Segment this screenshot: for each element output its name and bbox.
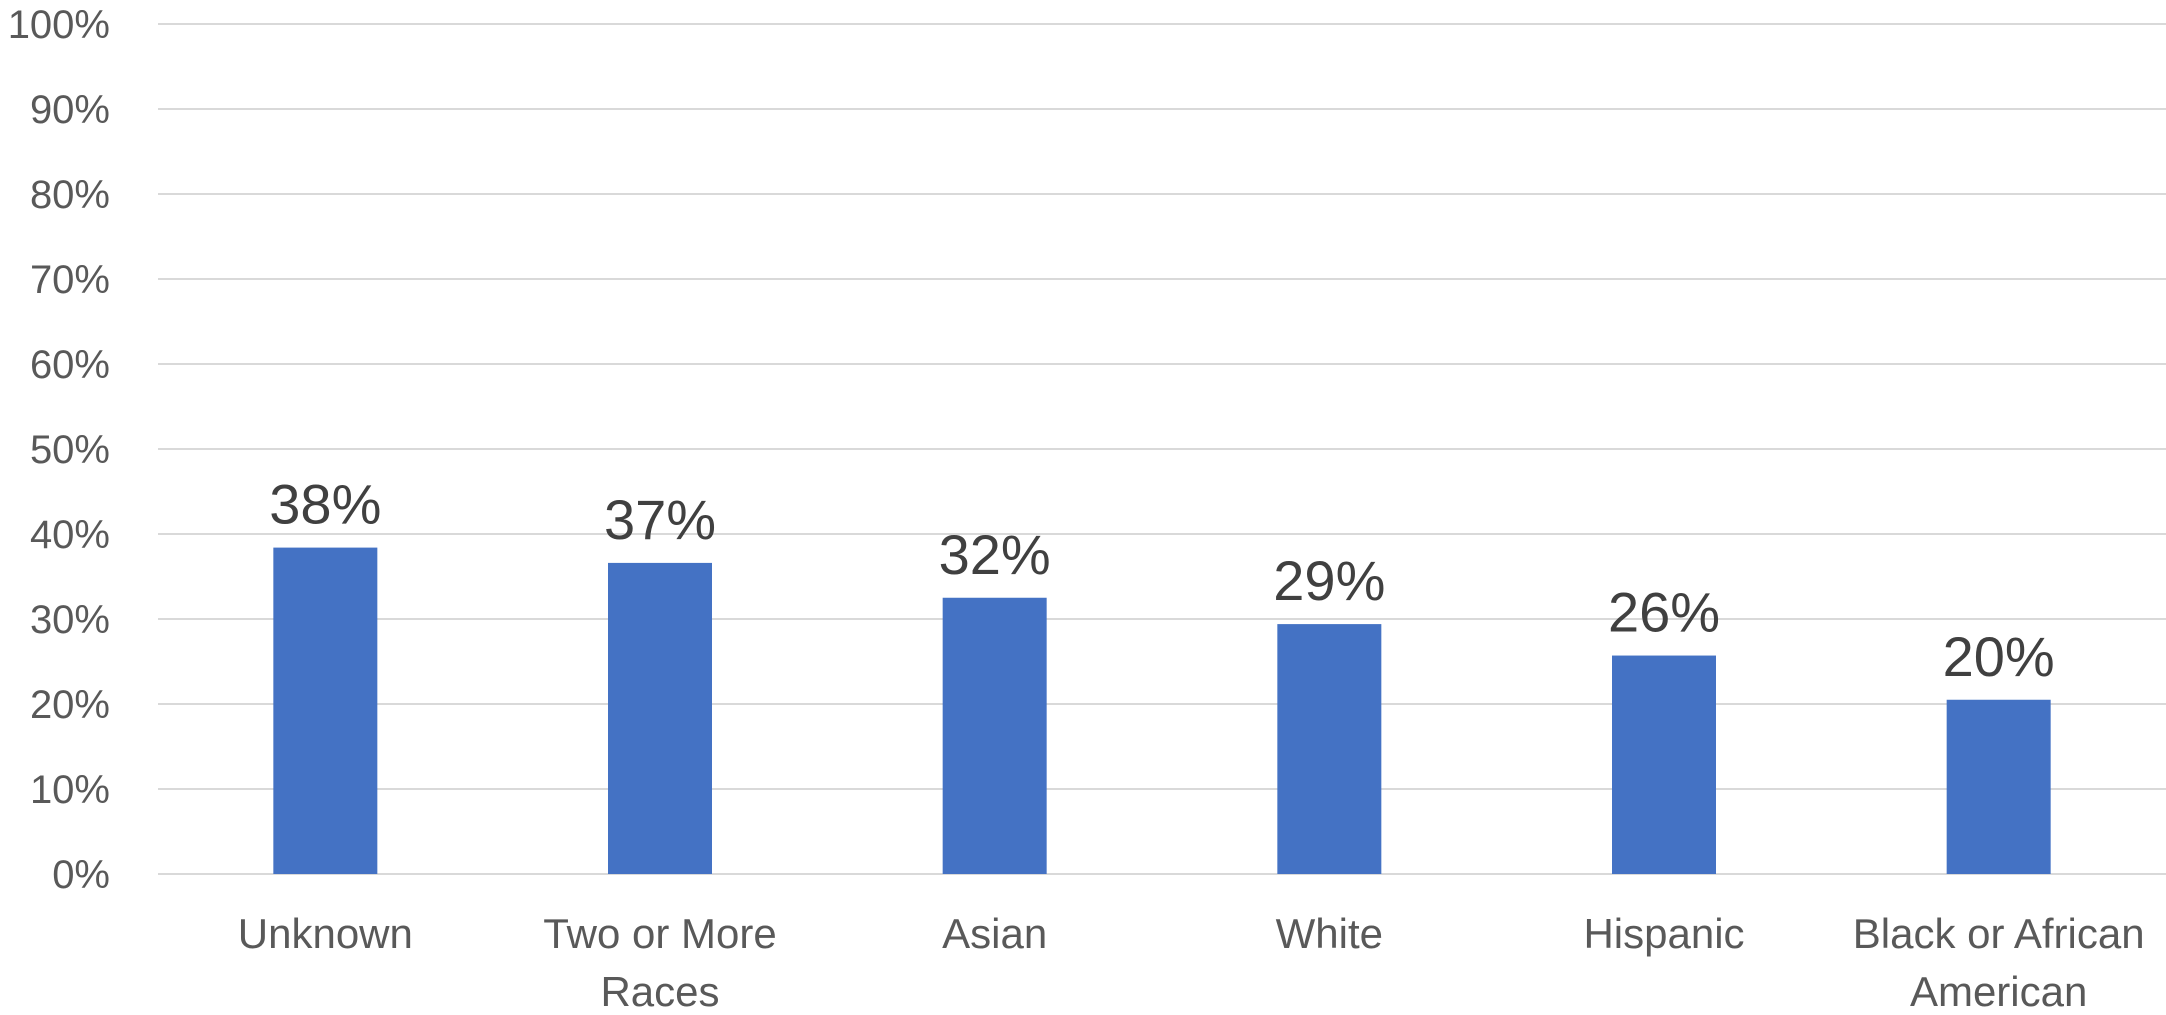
bar xyxy=(1612,655,1716,874)
bar xyxy=(273,547,378,874)
y-tick-label: 100% xyxy=(8,3,110,47)
data-label: 29% xyxy=(1273,549,1385,612)
x-tick-label: Hispanic xyxy=(1583,910,1744,957)
gridlines xyxy=(158,23,2166,875)
y-axis: 0% 10% 20% 30% 40% 50% 60% 70% 80% 90% 100% xyxy=(8,3,110,897)
y-tick-label: 80% xyxy=(30,173,110,217)
y-tick-label: 0% xyxy=(52,853,110,897)
y-tick-label: 90% xyxy=(30,88,110,132)
y-tick-label: 10% xyxy=(30,768,110,812)
x-axis: Unknown Two or More Races Asian White Hispani… xyxy=(238,910,2145,1015)
data-label: 38% xyxy=(269,473,381,536)
y-tick-label: 20% xyxy=(30,683,110,727)
x-tick-label: White xyxy=(1276,910,1383,957)
y-tick-label: 50% xyxy=(30,428,110,472)
y-tick-label: 30% xyxy=(30,598,110,642)
x-tick-label: Asian xyxy=(942,910,1047,957)
bar xyxy=(1946,699,2051,874)
y-tick-label: 60% xyxy=(30,343,110,387)
y-tick-label: 70% xyxy=(30,258,110,302)
x-tick-label: Black or African American xyxy=(1853,910,2145,1015)
x-tick-label: Unknown xyxy=(238,910,413,957)
data-label: 37% xyxy=(604,488,716,551)
y-tick-label: 40% xyxy=(30,513,110,557)
x-tick-label: Two or More Races xyxy=(543,910,776,1015)
data-label: 26% xyxy=(1608,581,1720,644)
data-label: 20% xyxy=(1943,625,2055,688)
bars xyxy=(273,547,2051,874)
bar xyxy=(942,597,1047,874)
data-label: 32% xyxy=(939,523,1051,586)
data-labels: 38% 37% 32% 29% 26% 20% xyxy=(269,473,2054,688)
bar xyxy=(1277,624,1382,874)
bar xyxy=(608,562,712,874)
